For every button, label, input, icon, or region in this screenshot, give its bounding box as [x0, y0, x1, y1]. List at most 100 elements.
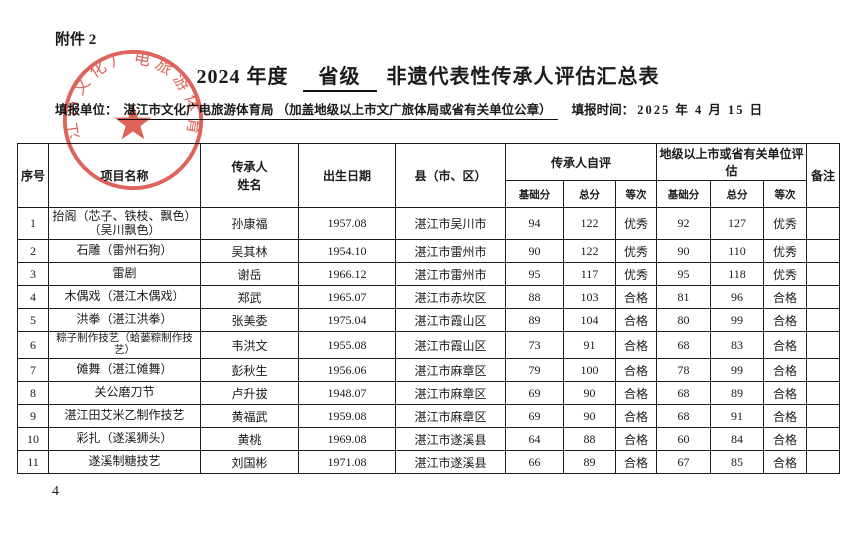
title-year: 2024 年度 — [196, 66, 289, 88]
cell-remark — [806, 358, 840, 383]
cell-remark — [806, 381, 840, 406]
cell-remark — [806, 427, 840, 452]
cell-project-name: 木偶戏（湛江木偶戏） — [48, 285, 201, 309]
time-label: 填报时间： — [571, 103, 635, 117]
cell-birth-date: 1959.08 — [298, 404, 396, 429]
cell-self-base-score: 69 — [505, 404, 564, 429]
cell-no: 3 — [17, 262, 49, 286]
col-header-inheritor-line1: 传承人 — [231, 159, 268, 174]
col-header-self-base: 基础分 — [505, 180, 564, 208]
cell-unit-grade: 合格 — [763, 358, 807, 383]
col-header-inheritor-line2: 姓名 — [237, 177, 262, 192]
cell-inheritor-name: 韦洪文 — [200, 330, 299, 360]
col-header-inheritor: 传承人 姓名 — [200, 143, 299, 208]
cell-birth-date: 1948.07 — [298, 381, 396, 406]
cell-remark — [806, 239, 840, 263]
cell-unit-grade: 合格 — [763, 308, 807, 332]
cell-unit-total-score: 84 — [710, 427, 764, 452]
cell-unit-total-score: 99 — [710, 358, 764, 383]
cell-self-total-score: 90 — [563, 381, 616, 406]
cell-unit-base-score: 81 — [656, 285, 711, 309]
cell-inheritor-name: 郑武 — [200, 285, 299, 309]
cell-unit-base-score: 67 — [656, 450, 711, 475]
evaluation-table: 序号 项目名称 传承人 姓名 出生日期 县（市、区） 传承人自评 地级以上市或省… — [17, 143, 840, 475]
cell-no: 1 — [17, 207, 49, 240]
cell-unit-total-score: 118 — [710, 262, 764, 286]
cell-inheritor-name: 吴其林 — [200, 239, 299, 263]
cell-inheritor-name: 卢升拔 — [200, 381, 299, 406]
cell-unit-grade: 优秀 — [763, 262, 807, 286]
cell-unit-base-score: 68 — [656, 330, 711, 360]
cell-self-base-score: 66 — [505, 450, 564, 475]
cell-self-total-score: 100 — [563, 358, 616, 383]
cell-no: 4 — [17, 285, 49, 309]
cell-project-name: 洪拳（湛江洪拳） — [48, 308, 201, 332]
attachment-label: 附件 2 — [55, 32, 97, 48]
col-header-unit-total: 总分 — [710, 180, 764, 208]
cell-unit-total-score: 85 — [710, 450, 764, 475]
cell-remark — [806, 285, 840, 309]
cell-self-grade: 合格 — [615, 404, 657, 429]
page-number: 4 — [52, 484, 59, 499]
title-level-underlined: 省级 — [302, 60, 377, 92]
cell-self-total-score: 91 — [563, 330, 616, 360]
col-header-county: 县（市、区） — [395, 143, 506, 208]
cell-birth-date: 1957.08 — [298, 207, 396, 240]
cell-unit-total-score: 91 — [710, 404, 764, 429]
cell-remark — [806, 330, 840, 360]
cell-project-name: 彩扎（遂溪狮头） — [48, 427, 201, 452]
col-group-self-eval: 传承人自评 — [505, 143, 657, 181]
cell-county: 湛江市霞山区 — [395, 308, 506, 332]
cell-unit-grade: 优秀 — [763, 239, 807, 263]
cell-county: 湛江市遂溪县 — [395, 450, 506, 475]
cell-unit-grade: 优秀 — [763, 207, 807, 240]
cell-remark — [806, 308, 840, 332]
cell-unit-grade: 合格 — [763, 450, 807, 475]
cell-county: 湛江市雷州市 — [395, 262, 506, 286]
cell-unit-base-score: 78 — [656, 358, 711, 383]
col-header-self-grade: 等次 — [615, 180, 657, 208]
cell-birth-date: 1969.08 — [298, 427, 396, 452]
table-header: 序号 项目名称 传承人 姓名 出生日期 县（市、区） 传承人自评 地级以上市或省… — [17, 143, 840, 208]
cell-no: 8 — [17, 381, 49, 406]
cell-unit-base-score: 95 — [656, 262, 711, 286]
cell-no: 2 — [17, 239, 49, 263]
cell-project-name: 湛江田艾米乙制作技艺 — [48, 404, 201, 429]
cell-project-name: 石雕（雷州石狗） — [48, 239, 201, 263]
cell-county: 湛江市麻章区 — [395, 381, 506, 406]
cell-self-total-score: 90 — [563, 404, 616, 429]
cell-birth-date: 1975.04 — [298, 308, 396, 332]
page-title: 2024 年度 省级 非遗代表性传承人评估汇总表 — [0, 60, 856, 92]
col-header-self-total: 总分 — [563, 180, 616, 208]
cell-unit-total-score: 127 — [710, 207, 764, 240]
table-row: 2 石雕（雷州石狗） 吴其林 1954.10 湛江市雷州市 90 122 优秀 … — [17, 239, 840, 263]
cell-project-name: 雷剧 — [48, 262, 201, 286]
cell-birth-date: 1955.08 — [298, 330, 396, 360]
cell-self-grade: 优秀 — [615, 239, 657, 263]
cell-project-name: 傩舞（湛江傩舞） — [48, 358, 201, 383]
table-row: 10 彩扎（遂溪狮头） 黄桃 1969.08 湛江市遂溪县 64 88 合格 6… — [17, 427, 840, 452]
col-header-birth: 出生日期 — [298, 143, 396, 208]
time-value: 2025 年 4 月 15 日 — [637, 103, 765, 117]
cell-unit-grade: 合格 — [763, 427, 807, 452]
cell-self-grade: 合格 — [615, 285, 657, 309]
table-row: 1 抬阁（芯子、铁枝、飘色） （吴川飘色） 孙康福 1957.08 湛江市吴川市… — [17, 207, 840, 240]
cell-self-grade: 合格 — [615, 450, 657, 475]
unit-label: 填报单位： — [55, 103, 118, 117]
cell-inheritor-name: 黄福武 — [200, 404, 299, 429]
table-row: 9 湛江田艾米乙制作技艺 黄福武 1959.08 湛江市麻章区 69 90 合格… — [17, 404, 840, 429]
cell-birth-date: 1971.08 — [298, 450, 396, 475]
cell-inheritor-name: 谢岳 — [200, 262, 299, 286]
cell-county: 湛江市雷州市 — [395, 239, 506, 263]
col-header-no: 序号 — [17, 143, 49, 208]
cell-self-base-score: 90 — [505, 239, 564, 263]
cell-birth-date: 1965.07 — [298, 285, 396, 309]
cell-inheritor-name: 刘国彬 — [200, 450, 299, 475]
cell-unit-base-score: 60 — [656, 427, 711, 452]
cell-self-base-score: 73 — [505, 330, 564, 360]
cell-self-base-score: 89 — [505, 308, 564, 332]
cell-unit-grade: 合格 — [763, 285, 807, 309]
cell-self-grade: 合格 — [615, 308, 657, 332]
table-row: 6 粽子制作技艺（蛤蒌粽制作技艺） 韦洪文 1955.08 湛江市霞山区 73 … — [17, 330, 840, 360]
cell-remark — [806, 404, 840, 429]
